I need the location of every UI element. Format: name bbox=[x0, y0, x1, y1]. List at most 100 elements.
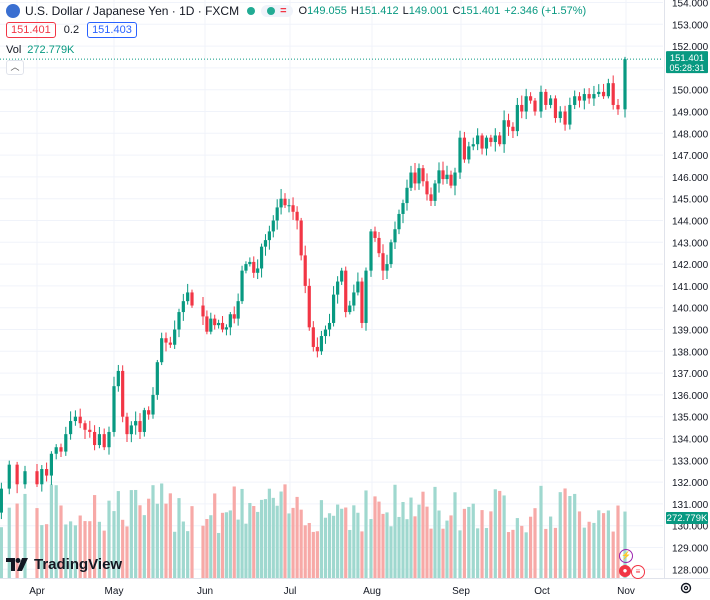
status-dot-icon bbox=[267, 7, 276, 15]
volume-bar bbox=[449, 515, 453, 578]
volume-bar bbox=[177, 498, 181, 578]
volume-bar bbox=[287, 513, 291, 578]
time-tick-label: Oct bbox=[534, 586, 550, 597]
volume-bar bbox=[480, 510, 484, 578]
volume-bar bbox=[502, 495, 506, 578]
volume-bar bbox=[611, 531, 615, 578]
volume-bar bbox=[623, 511, 627, 578]
candle-body bbox=[323, 329, 328, 337]
candle-body bbox=[125, 416, 129, 435]
volume-bar bbox=[476, 528, 480, 578]
volume-bar bbox=[489, 511, 493, 578]
candle-body bbox=[303, 255, 307, 286]
candle-body bbox=[59, 447, 63, 452]
volume-bar bbox=[445, 520, 449, 578]
volume-bar bbox=[553, 527, 558, 578]
volume-bar bbox=[417, 504, 421, 578]
tradingview-logo[interactable]: TradingView bbox=[6, 556, 122, 573]
volume-bar bbox=[315, 531, 319, 578]
volume-bar bbox=[240, 488, 244, 578]
candle-body bbox=[364, 270, 368, 323]
close-value: 151.401 bbox=[460, 5, 501, 17]
visibility-toggle[interactable]: = bbox=[261, 5, 293, 17]
volume-bar bbox=[606, 510, 610, 578]
candle-body bbox=[213, 318, 217, 326]
candle-body bbox=[425, 181, 429, 195]
candle-body bbox=[336, 281, 340, 295]
price-tick-label: 149.000 bbox=[672, 108, 709, 119]
candle-body bbox=[299, 220, 303, 256]
volume-bar bbox=[121, 519, 125, 578]
volume-bar bbox=[493, 489, 497, 578]
candle-body bbox=[279, 198, 283, 208]
candle-body bbox=[553, 98, 558, 119]
collapse-legend-button[interactable]: ︿ bbox=[6, 60, 24, 75]
lightning-event-icon[interactable]: ⚡ bbox=[619, 549, 633, 563]
volume-bar bbox=[425, 506, 429, 578]
candle-body bbox=[112, 386, 116, 432]
candle-body bbox=[568, 104, 572, 125]
symbol-title[interactable]: U.S. Dollar / Japanese Yen · 1D · FXCM bbox=[25, 4, 240, 18]
volume-bar bbox=[73, 525, 77, 578]
low-value: 149.001 bbox=[408, 5, 449, 17]
candle-body bbox=[311, 327, 315, 347]
time-tick-label: Nov bbox=[617, 586, 635, 597]
volume-bar bbox=[155, 503, 159, 578]
volume-bar bbox=[252, 506, 256, 578]
candle-body bbox=[7, 464, 11, 489]
sell-price-button[interactable]: 151.401 bbox=[6, 22, 56, 38]
candle-body bbox=[573, 96, 577, 105]
candle-body bbox=[577, 96, 582, 101]
candle-body bbox=[190, 292, 194, 306]
candle-body bbox=[134, 421, 138, 426]
candle-body bbox=[582, 94, 586, 101]
candle-body bbox=[151, 394, 155, 415]
volume-bar bbox=[364, 490, 368, 578]
volume-bar bbox=[129, 490, 133, 578]
candle-body bbox=[498, 135, 502, 145]
candle-body bbox=[493, 135, 497, 143]
candle-body bbox=[244, 264, 248, 271]
volume-bar bbox=[441, 528, 445, 578]
volume-bar bbox=[224, 512, 229, 578]
volume-bar bbox=[385, 512, 389, 578]
volume-bar bbox=[259, 499, 264, 578]
volume-bar bbox=[232, 486, 236, 578]
price-tick-label: 132.000 bbox=[672, 478, 709, 489]
economic-event-flag-icon[interactable]: ≡ bbox=[631, 565, 645, 579]
volume-bar bbox=[49, 484, 53, 578]
chart-grid bbox=[0, 0, 663, 578]
time-tick-label: May bbox=[105, 586, 124, 597]
price-tick-label: 147.000 bbox=[672, 151, 709, 162]
candle-body bbox=[520, 104, 524, 112]
volume-bar bbox=[295, 496, 299, 578]
volume-bar bbox=[377, 501, 381, 578]
volume-bar bbox=[601, 513, 606, 578]
volume-bar bbox=[307, 522, 311, 578]
volume-bar bbox=[256, 511, 260, 578]
volume-bar bbox=[409, 497, 413, 578]
candle-body bbox=[291, 205, 295, 212]
candle-body bbox=[373, 231, 377, 238]
gear-icon[interactable] bbox=[679, 581, 693, 595]
volume-bar bbox=[587, 521, 591, 578]
volume-bar bbox=[453, 492, 457, 578]
economic-event-icon[interactable]: ● bbox=[619, 565, 631, 577]
volume-bar bbox=[311, 531, 315, 578]
volume-bar bbox=[220, 512, 225, 578]
volume-legend: Vol 272.779K bbox=[6, 44, 74, 56]
volume-bar bbox=[373, 496, 377, 578]
symbol-flag-icon bbox=[6, 4, 20, 18]
candle-body bbox=[147, 410, 151, 415]
volume-bar bbox=[352, 505, 356, 578]
volume-bar bbox=[467, 506, 471, 578]
candle-body bbox=[64, 434, 68, 452]
candle-body bbox=[224, 327, 229, 330]
high-value: 151.412 bbox=[358, 5, 399, 17]
candle-body bbox=[533, 100, 537, 112]
buy-price-button[interactable]: 151.403 bbox=[87, 22, 137, 38]
volume-bar bbox=[236, 519, 240, 578]
candle-body bbox=[256, 268, 260, 273]
candle-body bbox=[97, 434, 101, 446]
